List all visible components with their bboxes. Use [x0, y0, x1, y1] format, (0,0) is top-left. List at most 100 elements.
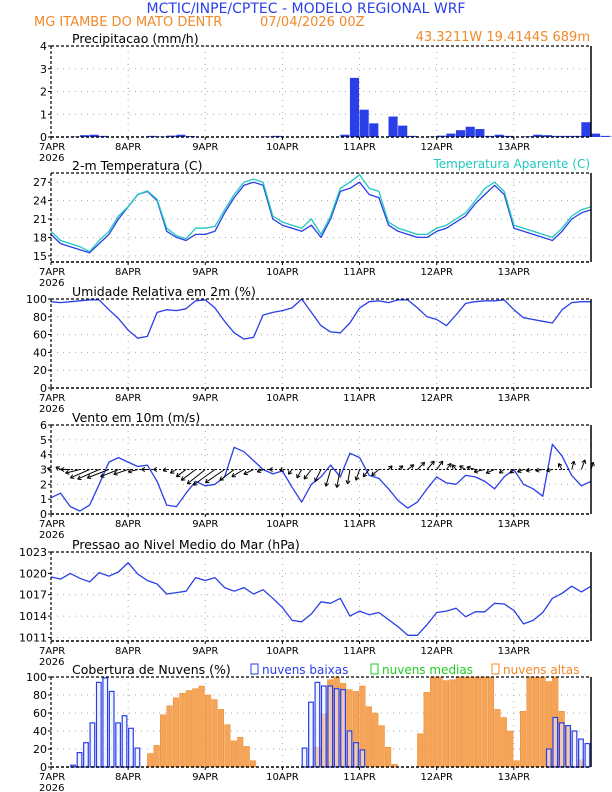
cloud-bar-high — [378, 725, 385, 768]
station-name: MG ITAMBE DO MATO DENTR — [34, 15, 222, 30]
wind-arrowhead — [186, 479, 192, 485]
cloud-bar-low — [584, 742, 591, 768]
wind-arrowhead — [243, 470, 248, 476]
y-tick-label: 18 — [33, 231, 47, 244]
x-tick-label: 10APR — [266, 142, 299, 153]
wind-vector — [397, 465, 404, 470]
cloud-bar-high — [449, 679, 456, 768]
x-tick-label: 13APR — [498, 393, 531, 404]
legend-swatch-mid — [370, 663, 379, 675]
run-date: 07/04/2026 00Z — [260, 15, 365, 30]
wind-arrowhead — [204, 478, 210, 484]
y-tick-label: 21 — [33, 213, 47, 226]
y-tick-label: 60 — [33, 329, 47, 342]
y-tick-label: 24 — [33, 195, 47, 208]
wind-arrowhead — [86, 474, 92, 480]
x-tick-label: 12APR — [420, 519, 453, 530]
cloud-bar-low — [121, 715, 128, 768]
y-tick-label: 20 — [33, 743, 47, 756]
cloud-bar-low — [308, 701, 314, 768]
wind-arrowhead — [535, 467, 540, 473]
y-tick-label: 15 — [33, 250, 47, 263]
y-tick-label: 3 — [40, 63, 47, 76]
precip-bar — [591, 133, 601, 137]
wind-vector — [355, 469, 361, 481]
cloud-bar-low — [552, 716, 559, 768]
y-tick-label: 1020 — [19, 567, 47, 580]
wind-arrowhead — [55, 466, 60, 471]
wind-vector — [417, 461, 425, 470]
cloud-bar-high — [166, 705, 173, 768]
wind-vector — [371, 469, 380, 476]
wind-arrowhead — [398, 465, 404, 470]
wind-arrowhead — [175, 472, 181, 478]
x-year-label: 2026 — [39, 783, 64, 792]
y-tick-label: 27 — [33, 176, 47, 189]
panel-5: 0 20 40 60 80 100 7APR 8APR 9APR 10APR 11APR 12APR 1… — [26, 662, 592, 792]
cloud-bar-high — [481, 676, 488, 768]
cloud-bar-high — [455, 676, 462, 768]
wind-arrowhead — [345, 479, 351, 485]
cloud-bar-high — [179, 692, 186, 768]
cloud-bar-low — [327, 685, 334, 768]
cloud-bar-low — [314, 681, 321, 768]
x-tick-label: 9APR — [192, 267, 218, 278]
y-tick-label: 60 — [33, 707, 47, 720]
precip-bar — [186, 136, 196, 137]
x-year-label: 2026 — [39, 530, 64, 541]
wind-vector — [296, 469, 303, 479]
wind-arrowhead — [430, 460, 435, 466]
wind-arrowhead — [192, 481, 198, 486]
x-year-label: 2026 — [39, 657, 64, 668]
y-tick-label: 1017 — [19, 589, 47, 602]
cloud-bar-high — [423, 692, 430, 768]
cloud-bar-low — [346, 730, 353, 768]
x-tick-label: 9APR — [192, 142, 218, 153]
cloud-bar-high — [365, 706, 372, 768]
cloud-bar-low — [301, 747, 308, 768]
cloud-bar-low — [578, 738, 584, 768]
wind-arrowhead — [77, 475, 82, 481]
precip-bar — [475, 129, 485, 137]
cloud-bar-high — [513, 760, 520, 768]
x-tick-label: 10APR — [266, 519, 299, 530]
x-tick-label: 7APR — [39, 142, 65, 153]
wind-vector — [205, 469, 225, 484]
wind-arrowhead — [296, 473, 301, 479]
wind-arrowhead — [362, 472, 368, 478]
cloud-bar-high — [539, 676, 546, 768]
x-tick-label: 11APR — [343, 646, 376, 657]
x-tick-label: 11APR — [343, 519, 376, 530]
wind-arrowhead — [334, 483, 340, 488]
cloud-bar-high — [160, 714, 167, 768]
precip-bar — [359, 109, 369, 137]
y-tick-label: 100 — [26, 293, 47, 306]
x-tick-label: 12APR — [420, 142, 453, 153]
wind-vector — [347, 469, 351, 484]
wind-vector — [451, 464, 457, 470]
wind-vector — [288, 469, 293, 475]
series-line-blue — [50, 181, 592, 254]
x-tick-label: 13APR — [498, 646, 531, 657]
wind-arrowhead — [371, 471, 376, 476]
wind-arrowhead — [354, 476, 360, 481]
x-tick-label: 12APR — [420, 267, 453, 278]
wind-arrowhead — [60, 467, 65, 472]
cloud-bar-low — [128, 727, 134, 768]
x-tick-label: 9APR — [192, 646, 218, 657]
cloud-bar-high — [475, 676, 482, 768]
cloud-bar-high — [442, 680, 450, 768]
x-tick-label: 9APR — [192, 519, 218, 530]
precip-bar — [369, 123, 379, 137]
wind-arrowhead — [447, 463, 452, 468]
wind-arrowhead — [169, 469, 175, 474]
x-tick-label: 11APR — [343, 393, 376, 404]
x-tick-label: 10APR — [266, 646, 299, 657]
x-tick-label: 12APR — [420, 393, 453, 404]
wind-arrowhead — [113, 470, 118, 476]
y-tick-label: 0 — [40, 382, 47, 395]
wind-arrowhead — [459, 465, 464, 470]
legend-mid-clouds: nuvens medias — [382, 663, 473, 677]
wind-vector — [231, 469, 245, 478]
